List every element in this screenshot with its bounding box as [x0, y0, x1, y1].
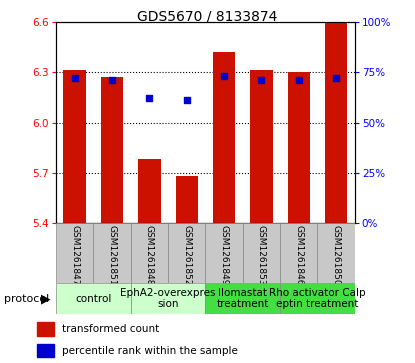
Bar	[138, 159, 161, 223]
Bar	[131, 223, 168, 283]
Point	[146, 95, 153, 101]
Bar	[205, 223, 243, 283]
Bar	[288, 72, 310, 223]
Bar	[317, 223, 355, 283]
Point	[295, 77, 302, 83]
Point	[221, 73, 227, 79]
Bar	[56, 223, 93, 283]
Bar	[325, 22, 347, 223]
Bar	[280, 283, 355, 314]
Bar	[168, 223, 205, 283]
Bar	[205, 283, 280, 314]
Text: GSM1261849: GSM1261849	[220, 225, 229, 286]
Bar	[101, 77, 123, 223]
Bar	[37, 322, 54, 336]
Bar	[213, 52, 235, 223]
Point	[183, 97, 190, 103]
Point	[109, 77, 115, 83]
Text: Ilomastat
treatment: Ilomastat treatment	[217, 288, 269, 309]
Text: Rho activator Calp
eptin treatment: Rho activator Calp eptin treatment	[269, 288, 366, 309]
Text: ▶: ▶	[41, 292, 50, 305]
Bar	[280, 223, 317, 283]
Bar	[93, 223, 131, 283]
Bar	[37, 344, 54, 357]
Text: GSM1261851: GSM1261851	[107, 225, 117, 286]
Text: control: control	[75, 294, 112, 303]
Text: percentile rank within the sample: percentile rank within the sample	[62, 346, 238, 356]
Text: GDS5670 / 8133874: GDS5670 / 8133874	[137, 9, 278, 23]
Text: GSM1261846: GSM1261846	[294, 225, 303, 286]
Bar	[131, 283, 205, 314]
Bar	[243, 223, 280, 283]
Text: GSM1261852: GSM1261852	[182, 225, 191, 286]
Bar	[56, 283, 131, 314]
Text: EphA2-overexpres
sion: EphA2-overexpres sion	[120, 288, 216, 309]
Bar	[176, 176, 198, 223]
Bar	[63, 70, 86, 223]
Text: GSM1261850: GSM1261850	[332, 225, 341, 286]
Point	[71, 75, 78, 81]
Text: GSM1261853: GSM1261853	[257, 225, 266, 286]
Text: GSM1261847: GSM1261847	[70, 225, 79, 286]
Point	[258, 77, 265, 83]
Bar	[250, 70, 273, 223]
Point	[333, 75, 339, 81]
Text: protocol: protocol	[4, 294, 49, 304]
Text: GSM1261848: GSM1261848	[145, 225, 154, 286]
Text: transformed count: transformed count	[62, 324, 159, 334]
